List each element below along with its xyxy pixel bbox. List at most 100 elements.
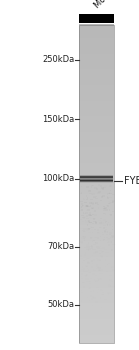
Bar xyxy=(87,296,88,298)
Bar xyxy=(82,204,83,206)
Bar xyxy=(93,259,95,261)
Bar xyxy=(106,313,108,315)
Bar xyxy=(79,96,114,97)
Bar xyxy=(79,77,114,78)
Bar xyxy=(79,142,114,143)
Bar xyxy=(79,217,114,218)
Bar xyxy=(101,251,103,252)
Bar xyxy=(93,290,94,292)
Bar xyxy=(96,304,97,306)
Bar xyxy=(102,232,103,233)
Bar xyxy=(108,270,110,271)
Bar xyxy=(91,208,93,209)
Bar xyxy=(102,281,104,282)
Bar xyxy=(79,106,114,107)
Bar xyxy=(79,112,114,113)
Bar xyxy=(81,297,84,298)
Bar xyxy=(79,175,114,176)
Bar xyxy=(111,316,114,318)
Bar xyxy=(79,211,114,212)
Bar xyxy=(101,252,103,253)
Bar xyxy=(86,251,88,252)
Bar xyxy=(79,187,114,188)
Bar xyxy=(79,186,114,187)
Bar xyxy=(79,330,114,331)
Bar xyxy=(87,224,88,226)
Bar xyxy=(99,191,101,193)
Bar xyxy=(107,241,108,243)
Bar xyxy=(104,323,106,326)
Bar xyxy=(111,281,113,282)
Bar xyxy=(79,84,114,85)
Bar xyxy=(85,328,87,330)
Bar xyxy=(88,315,89,317)
Bar xyxy=(86,281,90,282)
Bar xyxy=(86,218,89,219)
Bar xyxy=(110,327,112,328)
Bar xyxy=(79,95,114,96)
Bar xyxy=(92,208,94,209)
Bar xyxy=(79,97,114,98)
Bar xyxy=(79,278,114,279)
Bar xyxy=(100,236,101,237)
Bar xyxy=(89,287,91,289)
Bar xyxy=(89,267,91,268)
Bar xyxy=(103,323,106,324)
Bar xyxy=(108,329,111,330)
Bar xyxy=(79,130,114,131)
Bar xyxy=(79,289,114,290)
Bar xyxy=(92,246,94,247)
Bar xyxy=(79,195,114,196)
Bar xyxy=(83,271,84,272)
Bar xyxy=(79,41,114,42)
Bar xyxy=(110,237,113,238)
Bar xyxy=(95,317,98,318)
Bar xyxy=(97,222,98,223)
Bar xyxy=(111,337,114,338)
Bar xyxy=(82,205,84,206)
Bar xyxy=(89,335,92,337)
Bar xyxy=(90,296,94,297)
Bar xyxy=(106,237,108,238)
Bar xyxy=(79,53,114,54)
Bar xyxy=(79,238,114,239)
Bar xyxy=(79,234,114,235)
Bar xyxy=(87,297,89,298)
Bar xyxy=(79,184,114,186)
Bar xyxy=(79,342,114,343)
Bar xyxy=(79,172,114,173)
Bar xyxy=(112,306,113,308)
Bar xyxy=(81,278,83,279)
Bar xyxy=(89,212,90,214)
Bar xyxy=(93,196,97,197)
Bar xyxy=(106,264,108,265)
Bar xyxy=(90,290,92,292)
Bar xyxy=(79,86,114,88)
Bar xyxy=(107,193,108,195)
Bar xyxy=(97,232,99,233)
Bar xyxy=(86,266,87,267)
Bar xyxy=(99,306,100,307)
Bar xyxy=(107,292,109,294)
Bar xyxy=(79,139,114,140)
Bar xyxy=(106,256,108,257)
Bar xyxy=(79,176,114,177)
Bar xyxy=(109,277,112,279)
Bar xyxy=(109,232,112,233)
Bar xyxy=(95,251,98,253)
Bar xyxy=(106,303,108,304)
Bar xyxy=(89,190,90,191)
Bar xyxy=(86,215,88,217)
Bar xyxy=(96,266,97,267)
Bar xyxy=(93,244,96,245)
Bar xyxy=(79,339,114,340)
Bar xyxy=(104,324,106,327)
Bar xyxy=(102,247,105,249)
Bar xyxy=(79,215,114,216)
Bar xyxy=(92,263,93,264)
Bar xyxy=(82,230,85,231)
Bar xyxy=(95,275,97,276)
Bar xyxy=(83,324,86,326)
Bar xyxy=(102,293,104,295)
Bar xyxy=(93,297,97,299)
